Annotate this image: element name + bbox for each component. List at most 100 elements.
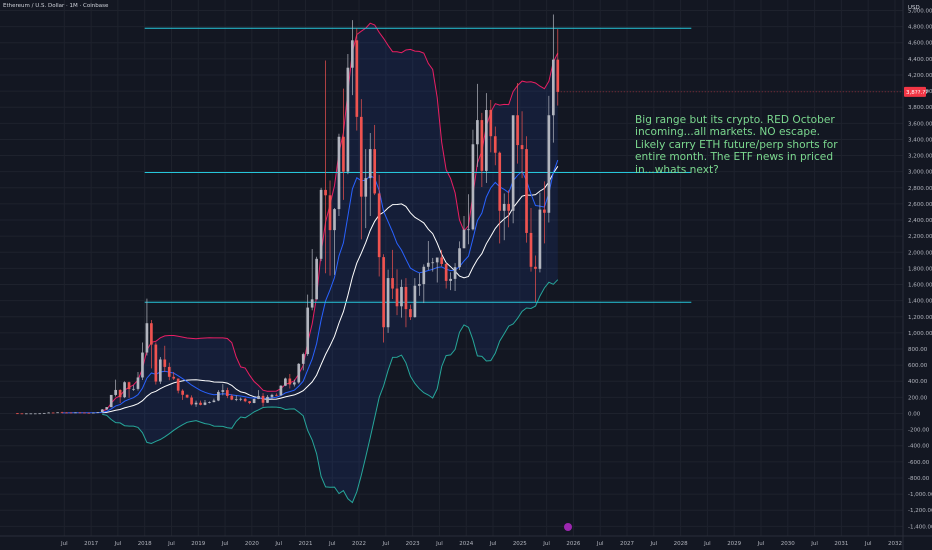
- candle-body: [556, 59, 560, 92]
- price-tick-label: 1,800.00: [908, 266, 932, 272]
- time-tick-label: Jul: [864, 541, 872, 547]
- time-tick-label: 2021: [298, 541, 312, 547]
- price-tick-label: -800.00: [908, 476, 930, 482]
- annotation-note[interactable]: Big range but its crypto. RED October in…: [635, 114, 838, 176]
- candle-body: [109, 394, 113, 408]
- time-tick-label: Jul: [221, 541, 229, 547]
- candle-body: [426, 262, 430, 267]
- time-tick-label: 2025: [513, 541, 527, 547]
- candle-body: [212, 400, 216, 403]
- price-tick-label: -1,200.00: [908, 508, 932, 514]
- candle-body: [543, 209, 546, 213]
- candle-body: [154, 344, 158, 382]
- candle-body: [239, 398, 243, 400]
- candle-body: [230, 395, 234, 400]
- candle-body: [359, 116, 363, 197]
- candle-body: [319, 189, 323, 259]
- candle-body: [351, 40, 354, 68]
- currency-label[interactable]: USD: [908, 5, 920, 11]
- price-tick-label: 3,000.00: [908, 170, 932, 176]
- candle-body: [208, 402, 211, 403]
- candle-body: [248, 401, 251, 404]
- candle-body: [275, 394, 278, 396]
- candle-body: [373, 149, 377, 194]
- time-tick-label: Jul: [167, 541, 175, 547]
- price-tick-label: 400.00: [908, 379, 928, 385]
- candle-body: [516, 115, 519, 146]
- candle-body: [292, 382, 296, 385]
- candle-body: [252, 398, 256, 404]
- candle-body: [136, 377, 140, 389]
- time-tick-label: Jul: [810, 541, 818, 547]
- time-tick-label: Jul: [435, 541, 443, 547]
- candle-body: [346, 67, 350, 172]
- candle-body: [502, 203, 506, 211]
- time-tick-label: 2019: [191, 541, 205, 547]
- price-tick-label: 3,200.00: [908, 154, 932, 160]
- range-lines[interactable]: [144, 27, 692, 303]
- candle-body: [217, 391, 220, 401]
- price-tick-label: 2,200.00: [908, 234, 932, 240]
- moving-average-line: [62, 159, 559, 414]
- price-axis[interactable]: -1,400.00 -1,200.00 -1,000.00 -800.00 -600.0…: [908, 8, 932, 530]
- event-marker[interactable]: [564, 523, 572, 531]
- time-tick-label: 2028: [674, 541, 688, 547]
- price-tick-label: -1,000.00: [908, 492, 932, 498]
- time-tick-label: Jul: [757, 541, 765, 547]
- candle-body: [489, 110, 493, 137]
- candle-body: [480, 120, 484, 171]
- time-axis[interactable]: Jul 2017 Jul 2018 Jul 2019 Jul 2020 Jul 2021 Jul 20…: [60, 541, 902, 547]
- candle-body: [181, 390, 184, 395]
- candle-body: [333, 209, 336, 231]
- candle-body: [38, 413, 42, 415]
- candle-body: [301, 354, 305, 364]
- time-tick-label: Jul: [328, 541, 336, 547]
- price-tick-label: 4,600.00: [908, 41, 932, 47]
- candle-body: [534, 266, 537, 269]
- time-tick-label: Jul: [274, 541, 282, 547]
- price-tick-label: 2,600.00: [908, 202, 932, 208]
- candle-body: [547, 115, 551, 213]
- candle-body: [386, 278, 390, 328]
- price-tick-label: 2,000.00: [908, 250, 932, 256]
- candle-body: [127, 382, 131, 390]
- price-tick-label: 1,600.00: [908, 283, 932, 289]
- candle-body: [551, 59, 555, 116]
- candle-body: [493, 136, 497, 153]
- candle-body: [382, 257, 385, 328]
- symbol-header[interactable]: Ethereum / U.S. Dollar · 1M · Coinbase: [3, 3, 109, 9]
- candle-body: [525, 149, 528, 233]
- candle-body: [16, 413, 19, 415]
- lower-band-line: [102, 279, 559, 504]
- candle-body: [471, 144, 475, 230]
- candle-body: [310, 299, 314, 308]
- price-tick-label: 200.00: [908, 395, 928, 401]
- time-tick-label: 2032: [888, 541, 902, 547]
- candle-body: [435, 257, 439, 263]
- candle-body: [409, 309, 412, 318]
- candle-body: [87, 412, 91, 414]
- time-tick-label: 2020: [245, 541, 259, 547]
- candle-body: [413, 285, 417, 318]
- candle-body: [145, 323, 149, 353]
- time-tick-label: Jul: [114, 541, 122, 547]
- price-tick-label: -600.00: [908, 460, 930, 466]
- candle-body: [395, 288, 399, 307]
- candle-body: [511, 115, 515, 211]
- candle-body: [444, 263, 448, 281]
- candle-body: [194, 402, 198, 405]
- time-tick-label: 2018: [138, 541, 152, 547]
- candle-body: [288, 378, 292, 385]
- price-tick-label: 1,400.00: [908, 299, 932, 305]
- candle-body: [123, 382, 126, 398]
- price-tick-label: -1,400.00: [908, 524, 932, 530]
- price-tick-label: 3,800.00: [908, 105, 932, 111]
- candle-body: [538, 209, 542, 269]
- candle-body: [243, 398, 247, 402]
- candle-body: [355, 40, 359, 117]
- candle-body: [324, 189, 327, 196]
- candle-body: [342, 136, 345, 172]
- price-badge: 3,8??.??: [557, 86, 928, 97]
- time-tick-label: Jul: [60, 541, 68, 547]
